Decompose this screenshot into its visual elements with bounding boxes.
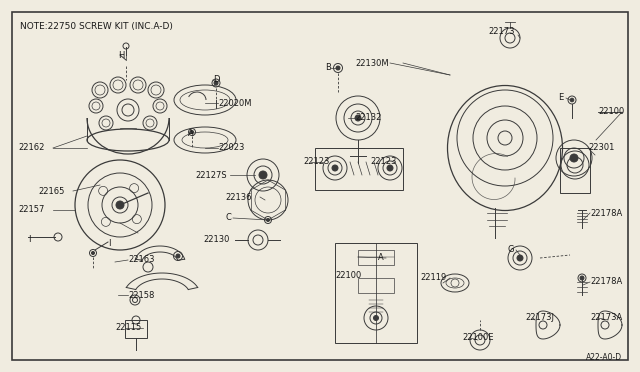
Text: 22127S: 22127S: [195, 170, 227, 180]
Text: 22100: 22100: [598, 108, 624, 116]
Circle shape: [570, 98, 574, 102]
Text: 22173J: 22173J: [525, 314, 554, 323]
Text: 22130: 22130: [203, 235, 229, 244]
Text: 22132: 22132: [355, 113, 381, 122]
Text: 22123: 22123: [370, 157, 396, 167]
Text: 22115: 22115: [115, 324, 141, 333]
Circle shape: [517, 255, 523, 261]
Text: I: I: [28, 235, 31, 244]
Text: 22020M: 22020M: [218, 99, 252, 108]
Bar: [315, 148, 403, 190]
Text: D: D: [213, 76, 220, 84]
Bar: [358, 250, 394, 265]
Circle shape: [570, 154, 578, 162]
Text: 22100: 22100: [335, 270, 361, 279]
Text: H: H: [118, 51, 124, 60]
Text: I: I: [108, 238, 111, 247]
Text: 22165: 22165: [38, 186, 65, 196]
Text: C: C: [225, 214, 231, 222]
Circle shape: [116, 201, 124, 209]
Circle shape: [92, 251, 95, 254]
Text: 22123: 22123: [303, 157, 330, 167]
Text: B: B: [325, 64, 331, 73]
Text: NOTE:22750 SCREW KIT (INC.A-D): NOTE:22750 SCREW KIT (INC.A-D): [20, 22, 173, 32]
Text: 22130M: 22130M: [355, 58, 388, 67]
Bar: [125, 320, 147, 338]
Circle shape: [266, 218, 269, 221]
Circle shape: [176, 254, 180, 258]
Bar: [358, 278, 394, 293]
Circle shape: [336, 66, 340, 70]
Circle shape: [332, 165, 338, 171]
Text: G: G: [508, 246, 515, 254]
Text: 22100E: 22100E: [462, 334, 493, 343]
Bar: [560, 148, 590, 193]
Circle shape: [580, 276, 584, 280]
Text: 22162: 22162: [18, 144, 44, 153]
Circle shape: [374, 315, 378, 321]
Text: 22178A: 22178A: [590, 278, 622, 286]
Text: 22163: 22163: [128, 256, 154, 264]
Text: 22178A: 22178A: [590, 208, 622, 218]
Text: 22173: 22173: [488, 28, 515, 36]
Text: A: A: [188, 129, 194, 138]
Circle shape: [355, 115, 361, 121]
Circle shape: [191, 131, 193, 134]
Text: 22173A: 22173A: [590, 314, 622, 323]
Text: A: A: [378, 253, 384, 263]
Text: 22119: 22119: [420, 273, 446, 282]
Text: E: E: [558, 93, 563, 103]
Circle shape: [214, 81, 218, 85]
Circle shape: [259, 171, 267, 179]
Text: 22158: 22158: [128, 291, 154, 299]
Text: 22301: 22301: [588, 144, 614, 153]
Text: A22-A0-D: A22-A0-D: [586, 353, 622, 362]
Text: 22136: 22136: [225, 192, 252, 202]
Circle shape: [387, 165, 393, 171]
Bar: [335, 243, 417, 343]
Text: 22157: 22157: [18, 205, 44, 215]
Text: 22023: 22023: [218, 144, 244, 153]
